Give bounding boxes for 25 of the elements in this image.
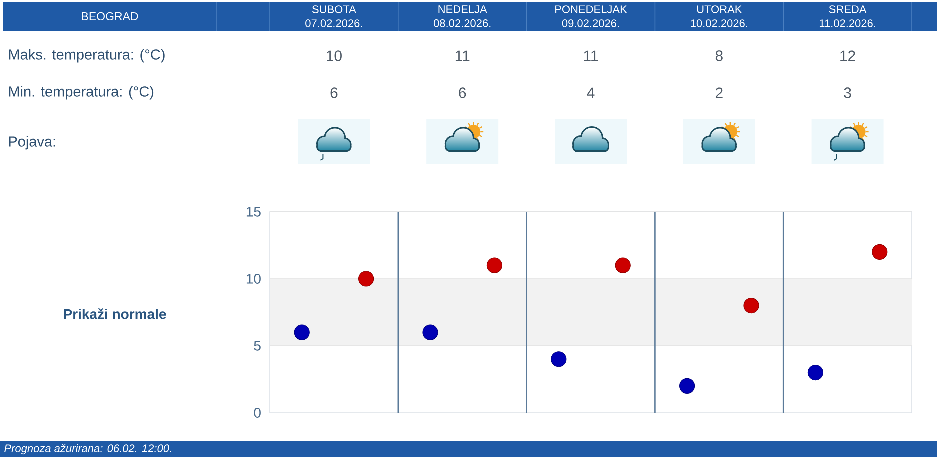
text: Pojava: (9, 136, 56, 150)
text: NEDELJA 08.02.2026. (434, 6, 491, 28)
y-tick-label: 15 (246, 207, 261, 217)
data-label: 6 (330, 88, 338, 98)
data-label: 11 (456, 50, 470, 62)
data-label: 8 (716, 50, 723, 62)
text: Prognoza ažurirana: 06.02. 12:00. (4, 444, 172, 455)
data-label: 4 (587, 88, 595, 98)
data-label: 6 (459, 88, 466, 98)
y-tick-label: 0 (254, 408, 261, 418)
data-label: 10 (327, 50, 342, 62)
text: PONEDELJAK 09.02.2026. (556, 6, 628, 28)
text: SUBOTA 07.02.2026. (306, 6, 362, 28)
y-tick-label: 5 (254, 341, 261, 351)
text: SREDA 11.02.2026. (820, 6, 876, 28)
text: Min. temperatura: (°C) (9, 86, 154, 100)
data-label: 2 (716, 88, 723, 98)
data-label: 11 (584, 50, 598, 62)
text: BEOGRAD (82, 12, 138, 21)
data-label: 3 (844, 88, 852, 98)
y-tick-label: 10 (246, 274, 261, 284)
text: Prikaži normale (64, 308, 166, 320)
text: UTORAK 10.02.2026. (691, 6, 748, 28)
data-label: 12 (840, 50, 856, 62)
text: Maks. temperatura: (°C) (9, 49, 165, 63)
